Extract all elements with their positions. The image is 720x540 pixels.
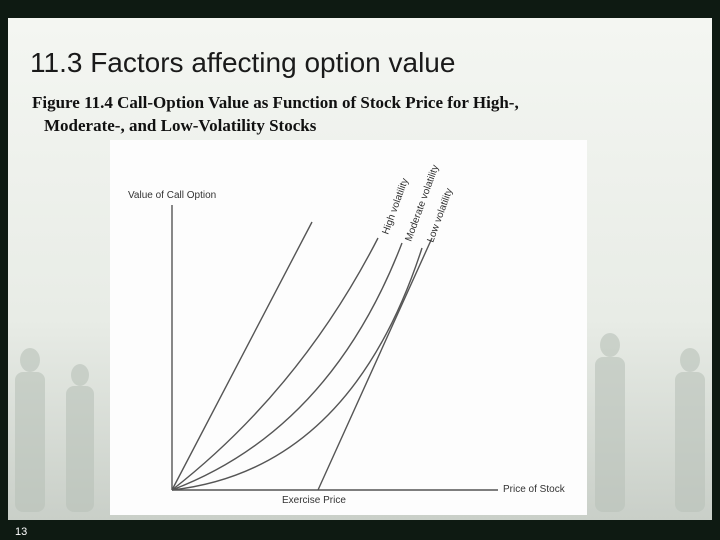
- exercise-label: Exercise Price: [282, 495, 346, 506]
- silhouettes: [15, 333, 705, 512]
- figure: [110, 140, 587, 515]
- caption-line: Moderate-, and Low-Volatility Stocks: [44, 116, 317, 135]
- figure-lines: [171, 205, 498, 491]
- y-axis-label: Value of Call Option: [128, 190, 216, 201]
- slide-number: 13: [15, 526, 27, 538]
- slide-title: 11.3 Factors affecting option value: [30, 47, 455, 78]
- footer-bar: [8, 520, 712, 540]
- x-axis-label: Price of Stock: [503, 484, 566, 495]
- caption-line: Figure 11.4 Call-Option Value as Functio…: [32, 93, 519, 112]
